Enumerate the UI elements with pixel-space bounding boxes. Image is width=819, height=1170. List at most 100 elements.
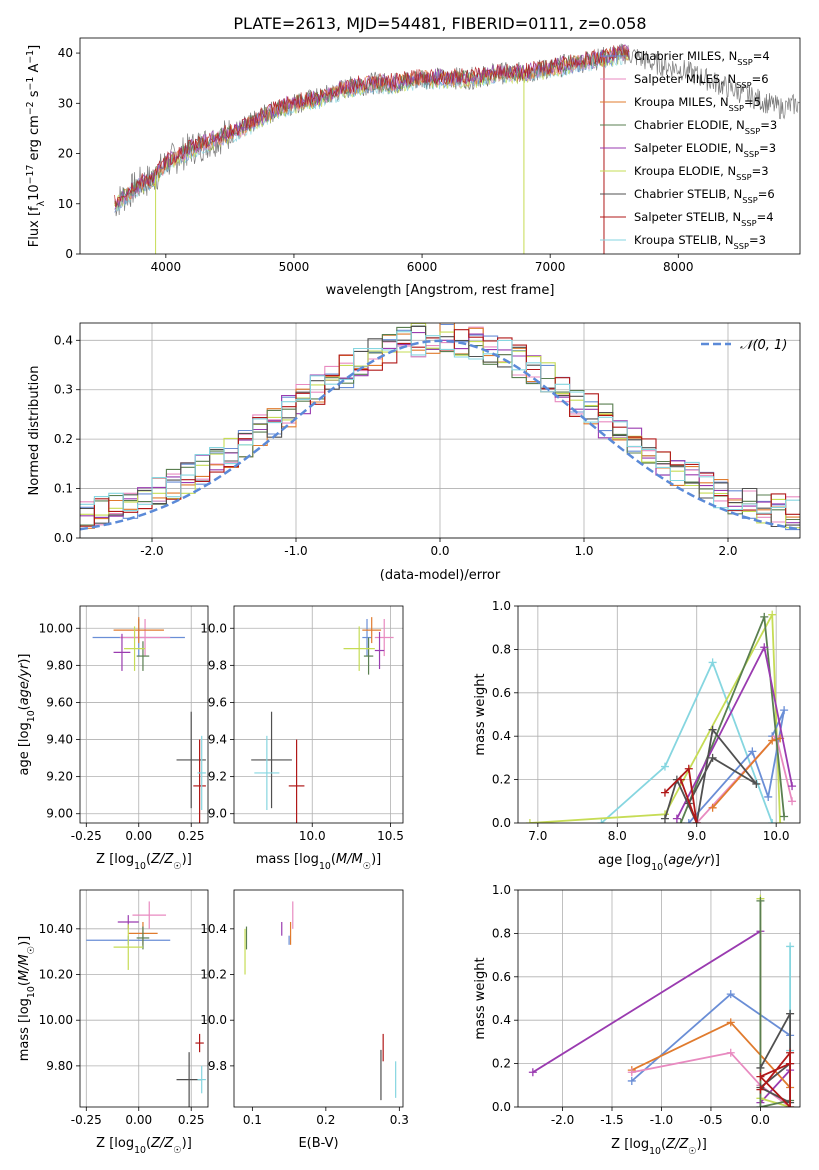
z-age-ytick-label: 9.20	[46, 770, 73, 784]
z-age-point-salpeter-miles	[119, 618, 171, 657]
spectrum-ytick-label: 30	[58, 96, 73, 110]
residuals-frame	[79, 322, 801, 539]
series-marker	[597, 819, 606, 823]
series-marker	[780, 812, 789, 821]
residuals-legend: 𝒩(0, 1)	[701, 338, 787, 353]
series-line	[600, 661, 774, 823]
z-age-point-kroupa-stelib	[197, 735, 206, 811]
z-age-xtick-label: 0.25	[178, 829, 205, 843]
spectrum-xtick-label: 8000	[663, 260, 694, 274]
z-age-ytick-label: 9.60	[46, 695, 73, 709]
z-age-plot-area	[92, 617, 206, 823]
age-weight-plot-area	[525, 610, 797, 823]
z-mass-xtick-label: -0.25	[71, 1113, 102, 1127]
ebv-mass-xtick-label: 0.3	[390, 1113, 409, 1127]
spectrum-xtick-label: 7000	[535, 260, 566, 274]
series-marker	[708, 658, 717, 667]
series-marker	[764, 792, 773, 801]
legend-entry: Salpeter MILES, NSSP=6	[634, 72, 769, 90]
mass-age-point-kroupa-stelib	[254, 735, 280, 811]
ebv-mass-ytick-label: 9.8	[208, 1059, 227, 1073]
mass-age-xtick-label: 10.5	[377, 829, 404, 843]
legend-entry: Chabrier MILES, NSSP=4	[634, 49, 770, 67]
series-marker	[786, 1059, 795, 1068]
spectrum-plot-area	[114, 43, 800, 254]
z-age-xtick-label: 0.00	[125, 829, 152, 843]
age-weight-series-salpeter-elodie	[672, 643, 797, 823]
age-weight-series-kroupa-stelib	[597, 658, 777, 823]
series-marker	[760, 643, 769, 652]
z-weight-ytick-label: 0.4	[492, 1013, 511, 1027]
age-weight-ytick-label: 0.2	[492, 773, 511, 787]
ebv-mass-ytick-label: 10.2	[200, 968, 227, 982]
mass-age-xtick-label: 10.0	[299, 829, 326, 843]
z-age-ytick-label: 9.80	[46, 658, 73, 672]
series-marker	[756, 896, 765, 905]
mass-age-plot-area	[251, 617, 394, 823]
z-mass-plot-area	[86, 901, 206, 1107]
z-age-frame	[79, 605, 209, 824]
spectrum-legend: Chabrier MILES, NSSP=4 Salpeter MILES, NS…	[600, 49, 777, 251]
series-marker	[684, 819, 693, 823]
age-weight-ytick-label: 0.4	[492, 729, 511, 743]
z-weight-xtick-label: -0.5	[699, 1113, 722, 1127]
mass-age-point-salpeter-elodie	[374, 631, 385, 670]
age-weight-frame	[517, 605, 801, 824]
legend-entry: Chabrier STELIB, NSSP=6	[634, 187, 775, 205]
z-mass-frame	[79, 889, 209, 1108]
series-marker	[756, 1063, 765, 1072]
residuals-ytick-label: 0.3	[54, 383, 73, 397]
series-marker	[525, 819, 534, 823]
spectrum-ytick-label: 20	[58, 147, 73, 161]
series-marker	[786, 1009, 795, 1018]
ebv-mass-ytick-label: 10.0	[200, 1013, 227, 1027]
series-marker	[726, 1018, 735, 1027]
spectrum-xtick-label: 6000	[407, 260, 438, 274]
z-mass-point-kroupa-elodie	[113, 924, 143, 970]
z-age-point-chabrier-elodie	[136, 641, 150, 671]
z-age-point-kroupa-miles	[113, 617, 164, 644]
z-weight-xtick-label: -1.5	[600, 1113, 623, 1127]
mass-age-xlabel: mass [log10(M/M☉)]	[256, 852, 382, 872]
mass-age-ytick-label: 9.4	[208, 733, 227, 747]
age-weight-xtick-label: 8.0	[608, 829, 627, 843]
z-weight-frame	[517, 889, 801, 1108]
ebv-mass-ytick-label: 10.4	[200, 922, 227, 936]
series-marker	[756, 1072, 765, 1081]
legend-entry: Salpeter STELIB, NSSP=4	[634, 210, 774, 228]
series-marker	[768, 819, 777, 823]
series-marker	[768, 736, 777, 745]
residuals-xtick-label: 2.0	[718, 544, 737, 558]
legend-entry: Kroupa MILES, NSSP=5	[634, 95, 761, 113]
z-age-point-salpeter-elodie	[113, 633, 131, 671]
residuals-xtick-label: 0.0	[430, 544, 449, 558]
mass-age-ytick-label: 9.8	[208, 658, 227, 672]
series-marker	[726, 990, 735, 999]
residuals-xtick-label: -2.0	[140, 544, 163, 558]
mass-age-axes: 10.0 10.5 9.0 9.2 9.4 9.6 9.8 10.0	[200, 606, 404, 843]
mass-age-point-chabrier-elodie	[363, 637, 374, 675]
residuals-xlabel: (data-model)/error	[380, 568, 501, 583]
figure-title: PLATE=2613, MJD=54481, FIBERID=0111, z=0…	[233, 14, 646, 33]
z-mass-xtick-label: 0.00	[125, 1113, 152, 1127]
mass-age-point-salpeter-stelib	[288, 739, 305, 823]
spectrum-xtick-label: 5000	[279, 260, 310, 274]
series-line	[664, 767, 698, 823]
age-weight-series-salpeter-stelib	[660, 764, 701, 823]
series-marker	[756, 1085, 765, 1094]
z-age-xtick-label: -0.25	[71, 829, 102, 843]
z-weight-xtick-label: -1.0	[650, 1113, 673, 1127]
series-marker	[786, 942, 795, 951]
z-age-axes: -0.25 0.00 0.25 9.00 9.20 9.40 9.60 9.80 10.00	[39, 606, 208, 843]
series-marker	[692, 819, 701, 823]
spectrum-frame	[79, 37, 801, 255]
spectrum-xlabel: wavelength [Angstrom, rest frame]	[326, 283, 555, 298]
age-weight-xlabel: age [log10(age/yr)]	[598, 853, 720, 873]
series-marker	[660, 762, 669, 771]
age-weight-xtick-label: 7.0	[528, 829, 547, 843]
z-age-ylabel: age [log10(age/yr)]	[17, 653, 37, 775]
age-weight-ylabel: mass weight	[473, 673, 488, 755]
ebv-mass-xlabel: E(B-V)	[298, 1136, 338, 1151]
legend-entry: Salpeter ELODIE, NSSP=3	[634, 141, 776, 159]
